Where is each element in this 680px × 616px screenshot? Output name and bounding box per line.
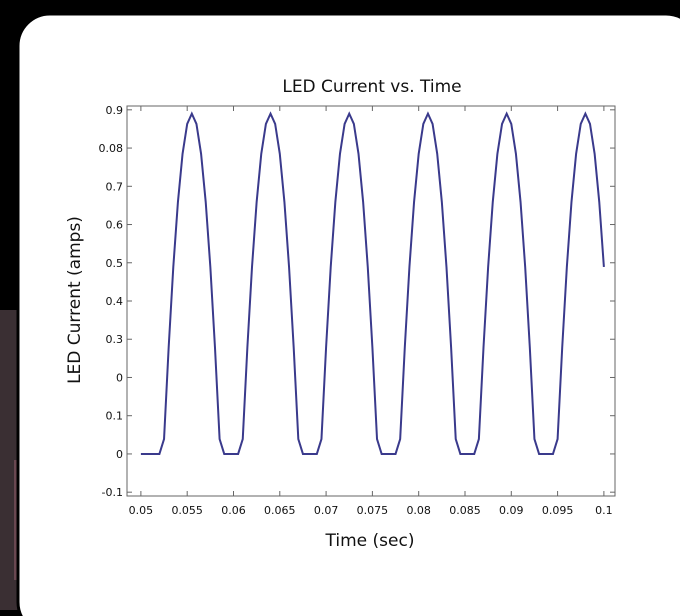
x-tick-label: 0.06 xyxy=(221,504,246,517)
x-tick-label: 0.05 xyxy=(129,504,154,517)
x-tick-label: 0.1 xyxy=(595,504,613,517)
x-tick-label: 0.07 xyxy=(314,504,339,517)
x-tick-label: 0.08 xyxy=(406,504,431,517)
x-tick-label: 0.055 xyxy=(171,504,203,517)
x-axis-label: Time (sec) xyxy=(325,531,415,551)
y-tick-label: 0.7 xyxy=(106,180,124,193)
x-tick-label: 0.085 xyxy=(449,504,481,517)
x-tick-label: 0.065 xyxy=(264,504,296,517)
y-tick-label: 0.4 xyxy=(106,295,124,308)
x-tick-label: 0.075 xyxy=(357,504,389,517)
screenshot: LED Current vs. Time Time (sec) LED Curr… xyxy=(0,0,680,616)
x-tick-label: 0.09 xyxy=(499,504,524,517)
plot-area xyxy=(127,106,615,496)
chart-title: LED Current vs. Time xyxy=(282,77,461,97)
y-tick-label: 0.9 xyxy=(106,104,124,117)
y-tick-label: 0.6 xyxy=(106,219,124,232)
y-tick-label: 0 xyxy=(116,448,123,461)
y-tick-label: 0.1 xyxy=(106,410,124,423)
x-tick-label: 0.095 xyxy=(542,504,574,517)
y-tick-label: 0.08 xyxy=(99,142,124,155)
chart: LED Current vs. Time Time (sec) LED Curr… xyxy=(0,0,680,616)
y-tick-label: 0 xyxy=(116,371,123,384)
y-tick-label: -0.1 xyxy=(102,486,123,499)
y-tick-label: 0.5 xyxy=(106,257,124,270)
y-axis-label: LED Current (amps) xyxy=(65,216,85,384)
y-tick-label: 0.3 xyxy=(106,333,124,346)
